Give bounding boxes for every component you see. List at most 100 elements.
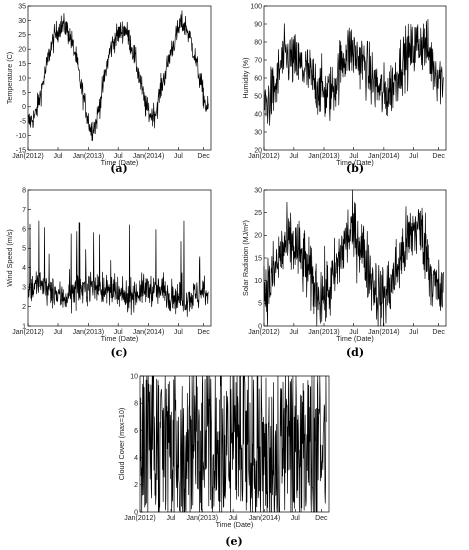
x-tick-label: Jan(2014) (133, 329, 165, 336)
x-tick-label: Jul (54, 153, 63, 160)
y-axis-label: Wind Speed (m/s) (5, 229, 14, 287)
y-tick-label: 0 (134, 509, 138, 516)
y-axis-label: Cloud Cover (max=10) (117, 408, 126, 481)
x-tick-label: Jul (54, 329, 63, 336)
y-tick-label: 6 (134, 428, 138, 435)
y-tick-label: 7 (22, 207, 26, 214)
x-tick-label: Jul (289, 153, 298, 160)
y-tick-label: -10 (16, 133, 26, 140)
y-tick-label: 100 (250, 3, 262, 10)
x-axis-label: Time (Date) (216, 520, 254, 529)
y-tick-label: 4 (22, 265, 26, 272)
y-tick-label: 70 (254, 57, 262, 64)
plot-frame (263, 5, 447, 151)
x-tick-label: Jan(2013) (187, 515, 219, 522)
y-tick-label: 1 (22, 323, 26, 330)
y-tick-label: 10 (254, 278, 262, 285)
y-tick-label: 20 (18, 47, 26, 54)
x-tick-label: Jul (409, 153, 418, 160)
x-tick-label: Jan(2013) (73, 329, 105, 336)
y-tick-label: 25 (18, 32, 26, 39)
y-tick-label: 8 (134, 401, 138, 408)
y-tick-label: 25 (254, 210, 262, 217)
panel-label: (d) (346, 346, 364, 359)
x-tick-label: Jan(2014) (249, 515, 281, 522)
series-line (139, 375, 327, 513)
plot-frame (139, 375, 330, 513)
x-tick-label: Jul (174, 153, 183, 160)
x-tick-label: Jan(2012) (248, 329, 280, 336)
x-tick-label: Jan(2014) (368, 153, 400, 160)
chart-panel-4: 0 5 10 15 20 25 30 Jan(2012) Jul Jan(2013) Jul Jan(… (241, 187, 447, 359)
series-line (263, 189, 444, 327)
series-line (27, 10, 209, 142)
x-tick-label: Jul (291, 515, 300, 522)
x-tick-label: Dec (432, 329, 445, 336)
chart-panel-3: 1 2 3 4 5 6 7 8 Jan(2012) Jul Jan(2013) Jul Jan(2014… (5, 187, 212, 359)
y-tick-label: 5 (22, 246, 26, 253)
x-axis-label: Time (Date) (336, 334, 374, 343)
x-tick-label: Jul (114, 329, 123, 336)
x-tick-label: Dec (197, 329, 210, 336)
x-axis-label: Time (Date) (101, 158, 139, 167)
x-tick-label: Jul (114, 153, 123, 160)
y-tick-label: 6 (22, 226, 26, 233)
x-axis-label: Time (Date) (336, 158, 374, 167)
y-tick-label: 30 (18, 18, 26, 25)
y-axis-label: Humidity (%) (241, 57, 250, 98)
chart-panel-2: 20 30 40 50 60 70 80 90 100 Jan(2012) Jul Jan(2013)… (241, 3, 447, 175)
y-tick-label: 3 (22, 285, 26, 292)
y-tick-label: 15 (18, 61, 26, 68)
y-tick-label: 2 (134, 482, 138, 489)
series-line (263, 18, 444, 126)
x-tick-label: Dec (315, 515, 328, 522)
chart-panel-1: -15 -10 -5 0 5 10 15 20 25 30 35 Jan(2012) Jul Jan(20… (5, 3, 212, 175)
panel-label: (a) (110, 162, 128, 175)
panel-label: (c) (110, 346, 127, 359)
x-tick-label: Jan(2012) (12, 153, 44, 160)
x-tick-label: Jan(2013) (308, 153, 340, 160)
x-tick-label: Jul (349, 153, 358, 160)
y-tick-label: -15 (16, 147, 26, 154)
x-tick-label: Jan(2013) (308, 329, 340, 336)
x-tick-label: Jul (174, 329, 183, 336)
x-tick-label: Jul (409, 329, 418, 336)
y-tick-label: 30 (254, 187, 262, 194)
y-tick-label: 50 (254, 93, 262, 100)
y-tick-label: 20 (254, 233, 262, 240)
y-tick-label: 30 (254, 129, 262, 136)
x-tick-label: Jul (289, 329, 298, 336)
y-tick-label: 80 (254, 39, 262, 46)
x-axis-label: Time (Date) (101, 334, 139, 343)
x-tick-label: Jan(2012) (124, 515, 156, 522)
y-tick-label: 8 (22, 187, 26, 194)
x-tick-label: Jan(2014) (133, 153, 165, 160)
y-tick-label: 4 (134, 455, 138, 462)
y-tick-label: 10 (18, 75, 26, 82)
x-tick-label: Jan(2012) (12, 329, 44, 336)
x-tick-label: Dec (197, 153, 210, 160)
y-tick-label: 20 (254, 147, 262, 154)
plot-frame (27, 189, 212, 327)
y-tick-label: 0 (258, 323, 262, 330)
x-tick-label: Jul (167, 515, 176, 522)
panel-label: (e) (225, 535, 242, 548)
y-tick-label: 0 (22, 104, 26, 111)
y-axis-label: Temperature (C) (5, 52, 14, 104)
y-tick-label: 60 (254, 75, 262, 82)
x-tick-label: Jul (349, 329, 358, 336)
x-tick-label: Dec (432, 153, 445, 160)
chart-panel-5: 0 2 4 6 8 10 Jan(2012) Jul Jan(2013) Jul Jan(2014)… (117, 373, 330, 548)
x-tick-label: Jul (229, 515, 238, 522)
series-line (27, 220, 209, 317)
x-tick-label: Jan(2012) (248, 153, 280, 160)
y-tick-label: 5 (22, 90, 26, 97)
y-axis-label: Solar Radiation (MJ/m²) (241, 220, 250, 296)
y-tick-label: 40 (254, 111, 262, 118)
x-tick-label: Jan(2014) (368, 329, 400, 336)
y-tick-label: 5 (258, 301, 262, 308)
y-tick-label: 90 (254, 21, 262, 28)
y-tick-label: 2 (22, 304, 26, 311)
y-tick-label: 10 (130, 373, 138, 380)
